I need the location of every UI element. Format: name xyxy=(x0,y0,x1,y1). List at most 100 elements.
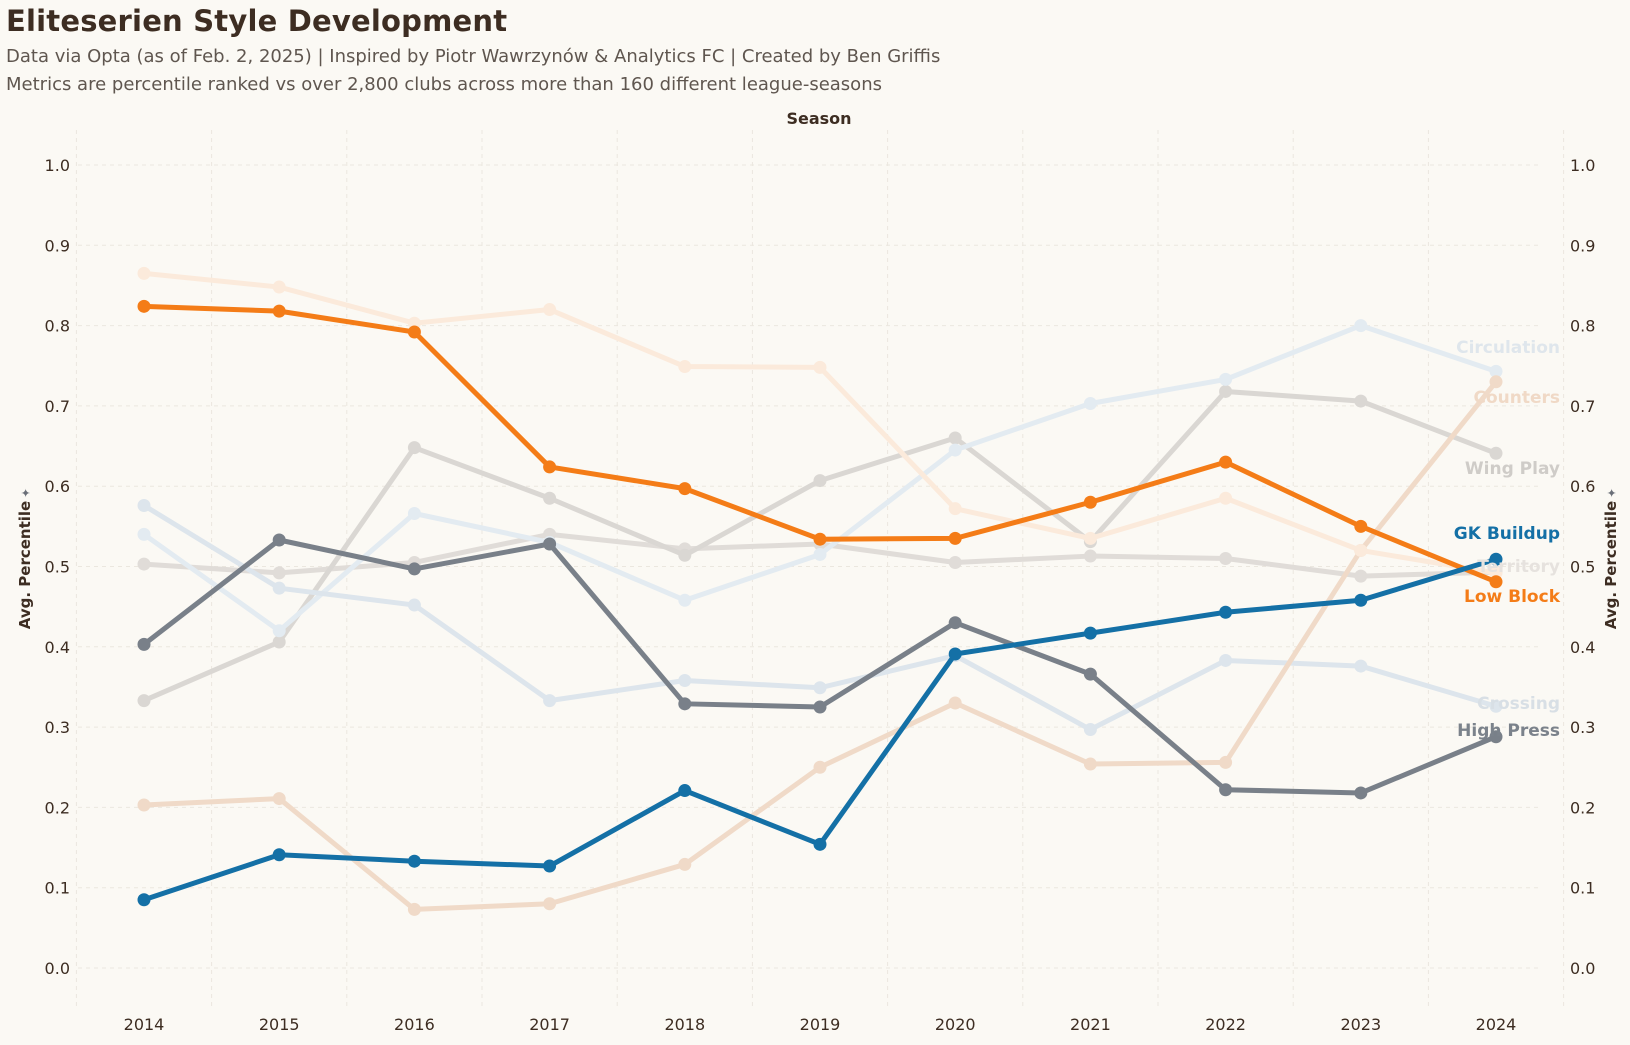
data-point-low-block xyxy=(1354,519,1368,533)
pin-icon-left: ✦ xyxy=(19,488,33,498)
data-point-circulation xyxy=(1354,319,1368,333)
series-low-block xyxy=(137,299,1503,589)
data-point-unlabeled xyxy=(948,502,962,516)
x-tick-label: 2017 xyxy=(529,1015,570,1034)
data-point-gk-buildup xyxy=(948,647,962,661)
data-point-territory xyxy=(948,555,962,569)
data-point-wing-play xyxy=(1489,446,1503,460)
data-point-counters xyxy=(137,798,151,812)
data-point-gk-buildup xyxy=(543,859,557,873)
series-label-crossing: Crossing xyxy=(1477,694,1560,714)
series-line-unlabeled xyxy=(141,270,1499,576)
x-tick-label: 2015 xyxy=(259,1015,300,1034)
series-label-high-press: High Press xyxy=(1457,721,1560,741)
data-point-territory xyxy=(1219,551,1233,565)
data-point-wing-play xyxy=(678,548,692,562)
series-label-territory: Territory xyxy=(1477,557,1560,577)
y-tick-labels: 0.0 0.0 0.1 0.1 0.2 0.2 0.3 0.3 0.4 0.4 0.5 0.5 0.6 0… xyxy=(45,156,1596,978)
data-point-high-press xyxy=(407,562,421,576)
y-tick-label-left: 0.1 xyxy=(45,879,70,898)
data-point-unlabeled xyxy=(678,360,692,374)
data-point-gk-buildup xyxy=(272,848,286,862)
data-point-circulation xyxy=(948,443,962,457)
data-point-high-press xyxy=(137,637,151,651)
grid-lines xyxy=(75,130,1565,1010)
series-label-gk-buildup: GK Buildup xyxy=(1454,524,1560,544)
data-point-high-press xyxy=(813,700,827,714)
y-tick-label-left: 0.8 xyxy=(45,317,70,336)
series-label-circulation: Circulation xyxy=(1456,338,1560,358)
series-high-press xyxy=(137,533,1503,800)
y-tick-label-left: 0.0 xyxy=(45,959,70,978)
x-tick-label: 2022 xyxy=(1205,1015,1246,1034)
y-tick-label-left: 0.6 xyxy=(45,477,70,496)
data-point-crossing xyxy=(1083,723,1097,737)
x-tick-label: 2016 xyxy=(394,1015,435,1034)
y-tick-label-left: 0.4 xyxy=(45,638,70,657)
pin-icon-right: ✦ xyxy=(1605,488,1619,498)
x-tick-labels: 2014 2015 2016 2017 2018 2019 2020 2021 2022 2023… xyxy=(124,1015,1517,1034)
y-tick-label-right: 0.8 xyxy=(1570,317,1595,336)
y-tick-label-left: 0.5 xyxy=(45,558,70,577)
y-tick-label-left: 0.9 xyxy=(45,236,70,255)
data-point-circulation xyxy=(813,547,827,561)
series-counters xyxy=(137,375,1503,916)
y-tick-label-left: 0.3 xyxy=(45,718,70,737)
y-tick-label-right: 0.1 xyxy=(1570,879,1595,898)
x-tick-label: 2020 xyxy=(935,1015,976,1034)
data-point-low-block xyxy=(1083,495,1097,509)
y-tick-label-left: 0.2 xyxy=(45,798,70,817)
x-axis-title: Season xyxy=(786,109,851,128)
y-axis-title-left: Avg. Percentile xyxy=(16,501,34,629)
data-point-crossing xyxy=(1489,699,1503,713)
data-point-unlabeled xyxy=(1083,531,1097,545)
data-point-circulation xyxy=(1219,372,1233,386)
data-point-territory xyxy=(137,557,151,571)
data-point-low-block xyxy=(272,304,286,318)
data-point-territory xyxy=(1354,569,1368,583)
y-tick-label-right: 0.4 xyxy=(1570,638,1595,657)
data-point-low-block xyxy=(1219,455,1233,469)
data-point-wing-play xyxy=(813,474,827,488)
data-point-counters xyxy=(678,857,692,871)
y-tick-label-right: 0.5 xyxy=(1570,558,1595,577)
data-point-low-block xyxy=(137,299,151,313)
data-point-low-block xyxy=(407,325,421,339)
data-point-gk-buildup xyxy=(137,893,151,907)
data-point-high-press xyxy=(1354,786,1368,800)
data-point-high-press xyxy=(1489,730,1503,744)
y-tick-label-right: 0.6 xyxy=(1570,477,1595,496)
y-tick-label-right: 1.0 xyxy=(1570,156,1595,175)
y-tick-label-right: 0.9 xyxy=(1570,236,1595,255)
y-axis-title-right-group: Avg. Percentile ✦ xyxy=(1602,488,1620,629)
data-point-counters xyxy=(1219,755,1233,769)
series-gk-buildup xyxy=(137,552,1503,907)
y-axis-title-right: Avg. Percentile xyxy=(1602,501,1620,629)
x-tick-label: 2014 xyxy=(124,1015,165,1034)
data-point-low-block xyxy=(948,531,962,545)
data-point-low-block xyxy=(1489,575,1503,589)
x-tick-label: 2024 xyxy=(1476,1015,1517,1034)
data-point-circulation xyxy=(678,593,692,607)
data-point-crossing xyxy=(813,681,827,695)
data-point-gk-buildup xyxy=(407,854,421,868)
data-point-crossing xyxy=(137,498,151,512)
data-point-low-block xyxy=(543,460,557,474)
data-point-high-press xyxy=(272,533,286,547)
data-point-high-press xyxy=(678,697,692,711)
data-point-high-press xyxy=(948,616,962,630)
chart-subtitle-method: Metrics are percentile ranked vs over 2,… xyxy=(6,74,882,95)
data-point-counters xyxy=(272,792,286,806)
data-point-circulation xyxy=(137,527,151,541)
x-tick-label: 2019 xyxy=(800,1015,841,1034)
x-tick-label: 2023 xyxy=(1340,1015,1381,1034)
data-point-wing-play xyxy=(407,441,421,455)
series-unlabeled xyxy=(137,266,1503,580)
data-point-circulation xyxy=(1489,364,1503,378)
y-tick-label-left: 1.0 xyxy=(45,156,70,175)
data-point-counters xyxy=(1489,375,1503,389)
y-tick-label-right: 0.2 xyxy=(1570,798,1595,817)
series-circulation xyxy=(137,319,1503,638)
data-point-counters xyxy=(1083,757,1097,771)
data-point-high-press xyxy=(1083,667,1097,681)
